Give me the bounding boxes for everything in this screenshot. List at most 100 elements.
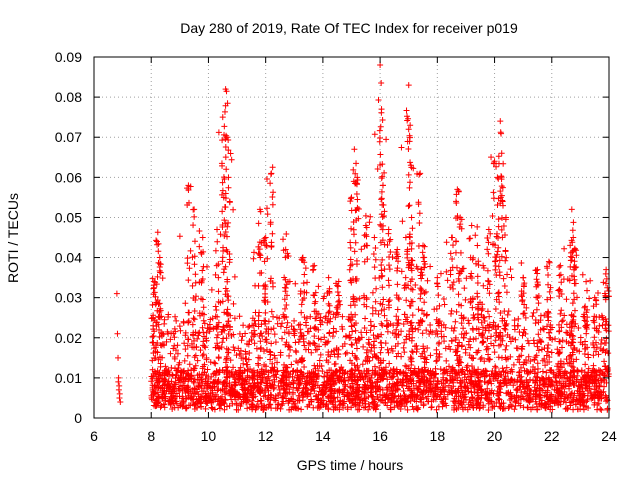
data-point xyxy=(261,317,268,324)
data-point xyxy=(429,329,436,336)
data-point xyxy=(420,343,427,350)
data-point xyxy=(539,325,546,332)
data-point xyxy=(465,341,472,348)
data-point xyxy=(511,378,518,385)
data-point xyxy=(113,290,120,297)
data-point xyxy=(481,358,488,365)
data-point xyxy=(462,296,469,303)
data-point xyxy=(599,370,606,377)
data-point xyxy=(602,280,609,287)
data-point xyxy=(274,359,281,366)
x-tick-label: 12 xyxy=(258,428,274,444)
data-point xyxy=(342,350,349,357)
data-point xyxy=(345,390,352,396)
data-point xyxy=(214,313,221,320)
data-point xyxy=(437,270,444,277)
data-point xyxy=(319,319,326,326)
data-point xyxy=(271,331,278,338)
data-point xyxy=(246,349,253,356)
data-point xyxy=(250,375,257,382)
data-point xyxy=(423,327,430,334)
data-point xyxy=(467,344,474,351)
data-point xyxy=(193,344,200,351)
data-point xyxy=(217,231,224,238)
y-tick-label: 0.09 xyxy=(55,49,82,65)
data-point xyxy=(302,265,309,272)
data-point xyxy=(427,321,434,328)
data-point xyxy=(460,325,467,332)
data-point xyxy=(251,331,258,338)
data-point xyxy=(200,338,207,345)
y-axis-label: ROTI / TECUs xyxy=(5,193,21,283)
x-axis-label: GPS time / hours xyxy=(297,457,404,473)
data-point xyxy=(591,334,598,341)
y-tick-label: 0.05 xyxy=(55,209,82,225)
data-point xyxy=(357,396,364,403)
data-point xyxy=(215,129,222,136)
data-point xyxy=(399,400,406,407)
data-point xyxy=(254,379,261,386)
data-point xyxy=(319,392,326,399)
data-point xyxy=(288,323,295,330)
data-point xyxy=(239,333,246,340)
data-point xyxy=(262,318,269,325)
data-point xyxy=(311,333,318,340)
data-point xyxy=(444,277,451,284)
data-point xyxy=(231,273,238,280)
data-point xyxy=(597,345,604,352)
data-point xyxy=(356,295,363,302)
data-point xyxy=(187,247,194,254)
data-point xyxy=(323,313,330,320)
data-point xyxy=(546,400,553,407)
data-point xyxy=(560,360,567,367)
data-point xyxy=(331,381,338,388)
data-point xyxy=(477,371,484,378)
data-point xyxy=(559,317,566,324)
data-point xyxy=(159,275,166,282)
data-point xyxy=(404,406,411,413)
data-point xyxy=(529,313,536,320)
data-point xyxy=(188,375,195,382)
data-point xyxy=(315,335,322,342)
data-point xyxy=(507,389,514,396)
data-point xyxy=(520,329,527,336)
data-point xyxy=(184,342,191,349)
data-point xyxy=(427,263,434,270)
data-point xyxy=(353,296,360,303)
x-tick-label: 6 xyxy=(90,428,98,444)
data-point xyxy=(597,367,604,374)
data-point xyxy=(233,352,240,359)
data-point xyxy=(504,370,511,377)
data-point xyxy=(403,399,410,406)
data-point xyxy=(273,374,280,381)
data-point xyxy=(428,403,435,410)
data-point xyxy=(586,295,593,302)
data-point xyxy=(443,268,450,275)
data-point xyxy=(181,357,188,364)
data-point xyxy=(117,398,124,405)
y-tick-label: 0.07 xyxy=(55,129,82,145)
data-point xyxy=(196,227,203,234)
data-point xyxy=(447,310,454,317)
data-point xyxy=(442,345,449,352)
data-point xyxy=(433,357,440,364)
data-point xyxy=(259,375,266,382)
data-point xyxy=(401,403,408,410)
data-point xyxy=(325,377,332,384)
data-point xyxy=(215,386,222,393)
data-point xyxy=(341,385,348,392)
data-point xyxy=(497,389,504,396)
data-point xyxy=(506,334,513,341)
data-point xyxy=(518,364,525,371)
data-point xyxy=(115,354,122,361)
data-point xyxy=(378,331,385,338)
data-point xyxy=(280,398,287,405)
data-point xyxy=(181,340,188,347)
data-point xyxy=(253,345,260,352)
data-point xyxy=(281,296,288,303)
data-point xyxy=(538,403,545,410)
data-point xyxy=(448,325,455,332)
data-point xyxy=(176,323,183,330)
data-point xyxy=(280,236,287,243)
